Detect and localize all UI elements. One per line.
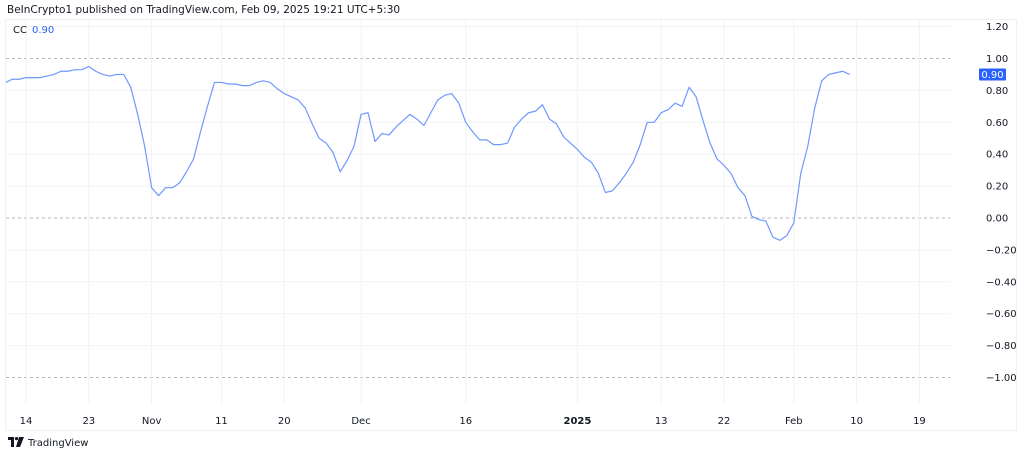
y-tick-label: −0.40 [986,277,1017,288]
cc-series-line [5,65,850,241]
x-tick-label: Nov [142,416,162,427]
y-tick-label: 0.60 [986,118,1008,129]
x-tick-label: 13 [655,416,668,427]
y-tick-label: −0.60 [986,309,1017,320]
tradingview-footer[interactable]: TradingView [8,437,88,450]
x-tick-label: 16 [459,416,472,427]
tradingview-logo-icon [8,437,24,450]
x-tick-label: 23 [82,416,95,427]
last-value-label: 0.90 [981,70,1003,81]
x-tick-label: 20 [278,416,291,427]
last-value-badge [979,68,1006,81]
y-tick-label: −0.80 [986,341,1017,352]
x-tick-label: 14 [20,416,33,427]
y-tick-label: −0.20 [986,245,1017,256]
x-tick-label: 11 [215,416,228,427]
y-tick-label: −1.00 [986,373,1017,384]
x-tick-label: Feb [785,416,803,427]
chart-frame [5,19,1017,431]
indicator-value: 0.90 [31,25,55,36]
x-tick-label: Dec [351,416,370,427]
x-tick-label: 19 [913,416,926,427]
x-tick-label: 2025 [563,416,591,427]
y-tick-label: 0.80 [986,86,1008,97]
indicator-name: CC [13,25,27,36]
y-tick-label: 0.40 [986,150,1008,161]
tradingview-brand: TradingView [28,438,89,449]
indicator-legend[interactable]: CC 0.90 [13,25,54,36]
y-tick-label: 1.00 [986,54,1008,65]
y-tick-label: 1.20 [986,22,1008,33]
y-tick-label: 0.00 [986,214,1008,225]
x-tick-label: 22 [718,416,731,427]
x-tick-label: 10 [850,416,863,427]
y-tick-label: 0.20 [986,182,1008,193]
publish-header: BeInCrypto1 published on TradingView.com… [7,4,401,16]
